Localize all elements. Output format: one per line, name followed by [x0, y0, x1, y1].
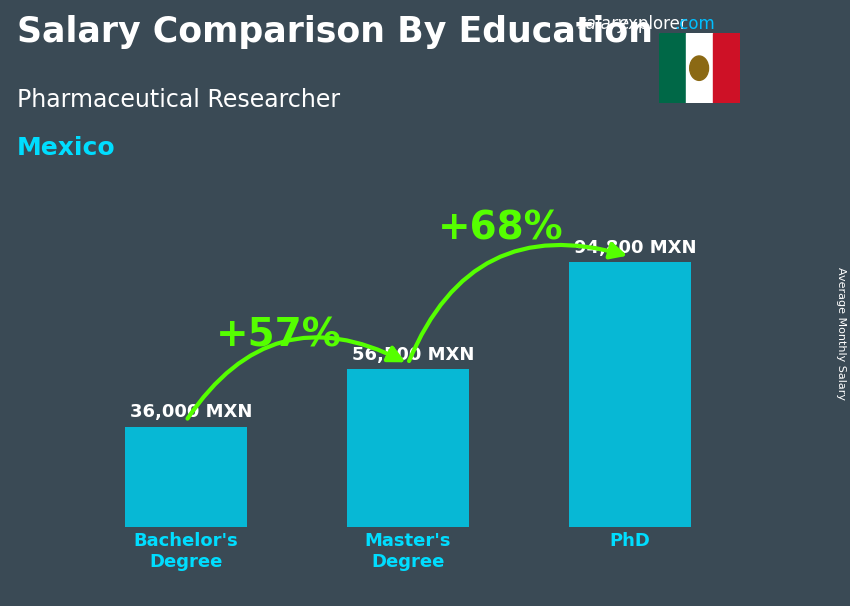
Bar	[686, 33, 712, 103]
Bar	[125, 427, 246, 527]
Text: 36,000 MXN: 36,000 MXN	[130, 404, 252, 422]
Text: +57%: +57%	[215, 316, 341, 355]
Bar	[659, 33, 686, 103]
Text: 94,800 MXN: 94,800 MXN	[574, 239, 696, 257]
Circle shape	[689, 56, 709, 81]
Text: +68%: +68%	[438, 209, 564, 247]
Bar	[712, 33, 740, 103]
Bar	[570, 262, 691, 527]
Text: .com: .com	[674, 15, 715, 33]
Text: salary: salary	[578, 15, 628, 33]
Bar	[347, 369, 469, 527]
Text: 56,500 MXN: 56,500 MXN	[352, 346, 474, 364]
Text: Pharmaceutical Researcher: Pharmaceutical Researcher	[17, 88, 340, 112]
Text: Mexico: Mexico	[17, 136, 116, 161]
Text: Average Monthly Salary: Average Monthly Salary	[836, 267, 846, 400]
Text: Salary Comparison By Education: Salary Comparison By Education	[17, 15, 653, 49]
Text: explorer: explorer	[618, 15, 687, 33]
